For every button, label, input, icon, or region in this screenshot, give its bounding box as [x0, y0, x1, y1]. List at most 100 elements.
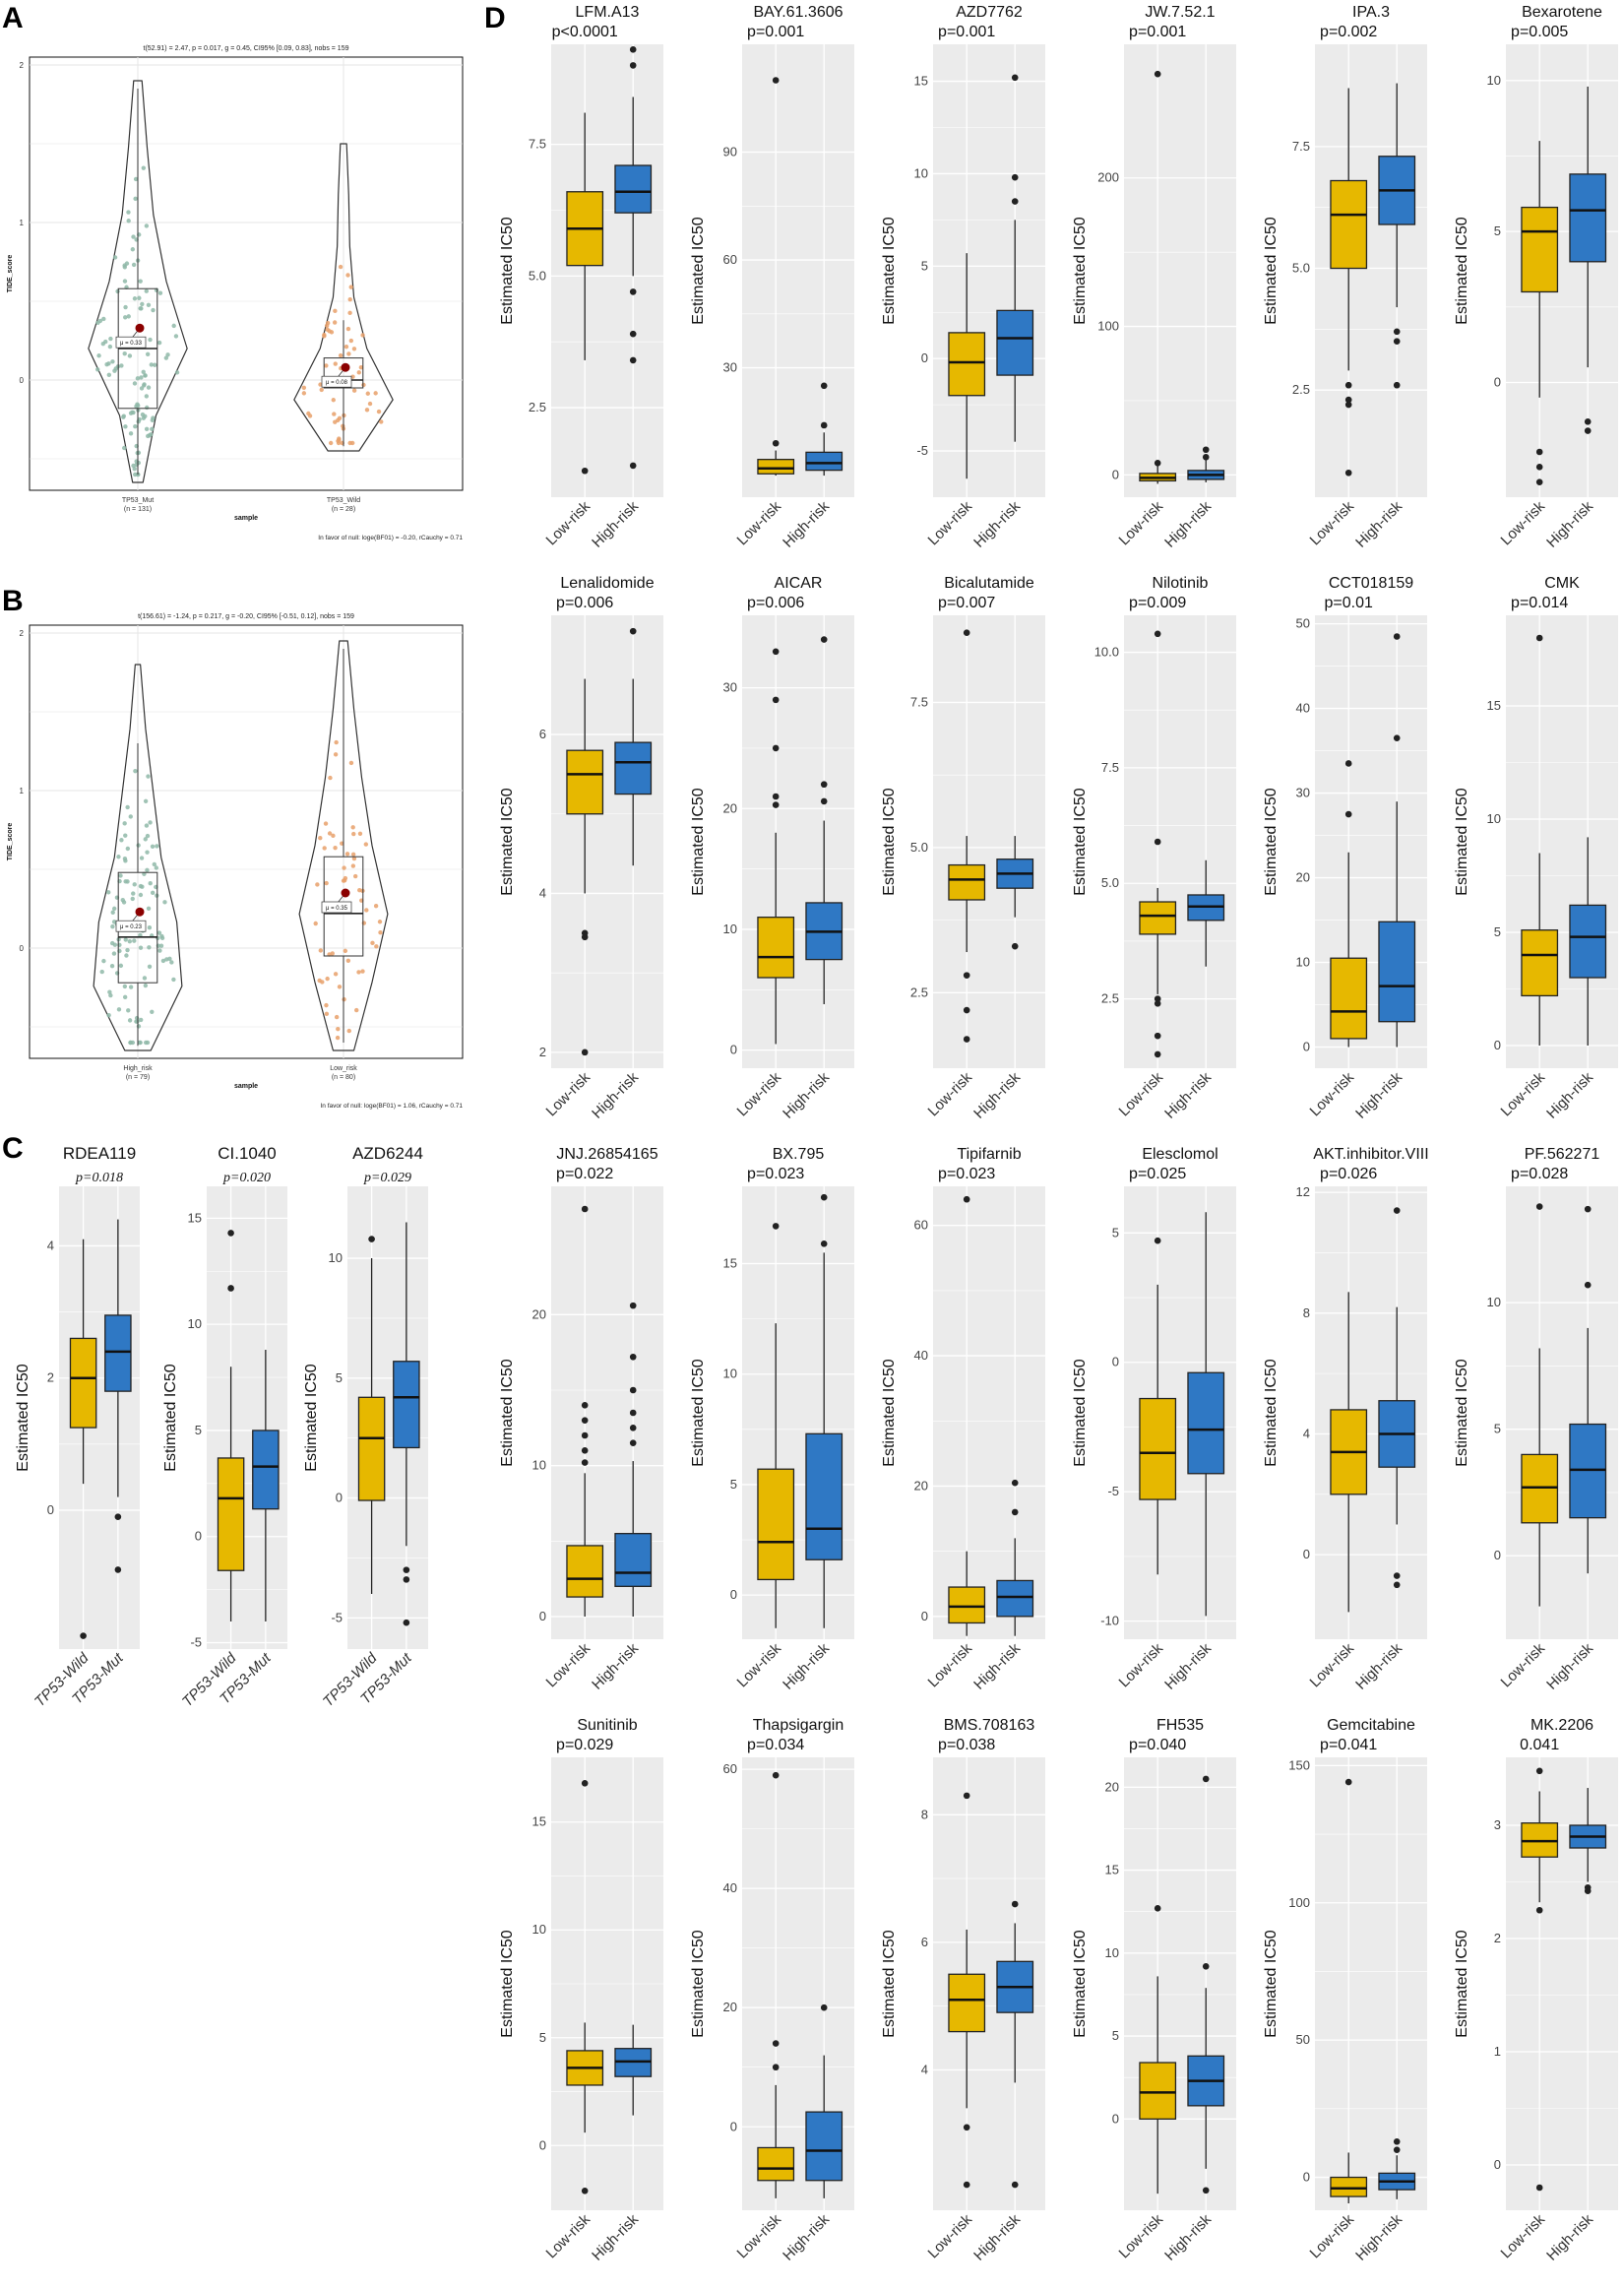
outlier-point: [963, 972, 970, 979]
y-tick-label: 10: [914, 165, 928, 180]
data-point: [133, 424, 138, 429]
x-tick-label: Low-risk: [1116, 2210, 1167, 2261]
box-iqr: [757, 2146, 795, 2182]
y-axis-title: Estimated IC50: [1072, 788, 1089, 895]
data-point: [333, 972, 339, 977]
box-low-risk: [1521, 1767, 1559, 2192]
outlier-point: [1584, 1887, 1592, 1894]
x-tick-label: Low-risk: [1498, 2210, 1549, 2261]
data-point: [374, 944, 379, 949]
data-point: [348, 338, 354, 344]
box-iqr: [1139, 2062, 1177, 2120]
y-tick-label: 30: [723, 680, 737, 695]
p-value-label: 0.041: [1520, 1737, 1559, 1753]
p-value-label: p=0.040: [1129, 1737, 1186, 1753]
data-point: [327, 831, 333, 836]
data-point: [313, 921, 318, 926]
p-value-label: p=0.006: [556, 595, 613, 611]
box-high-risk: [614, 2024, 653, 2116]
data-point: [128, 985, 134, 989]
x-tick-label: Low-risk: [1307, 2210, 1358, 2261]
x-tick-label: High-risk: [1543, 497, 1596, 550]
box-iqr: [566, 1545, 604, 1598]
data-point: [138, 306, 143, 311]
outlier-point: [1584, 427, 1592, 434]
data-point: [333, 361, 338, 366]
y-axis-title: Estimated IC50: [1454, 1359, 1470, 1466]
data-point: [334, 739, 339, 745]
box-low-risk: [948, 1792, 986, 2189]
y-tick-label: 5.0: [1101, 875, 1119, 890]
outlier-point: [772, 1223, 780, 1230]
outlier-point: [963, 1792, 970, 1800]
data-point: [104, 362, 109, 367]
data-point: [145, 405, 150, 411]
data-point: [110, 910, 115, 915]
x-tick-label: Low-risk: [1498, 1068, 1549, 1119]
box-iqr: [996, 1579, 1034, 1618]
data-point: [125, 879, 130, 884]
data-point: [154, 865, 159, 870]
y-tick-label: 3: [1494, 1817, 1501, 1832]
x-tick-label: Low-risk: [1307, 1639, 1358, 1690]
outlier-point: [1535, 634, 1543, 642]
data-point: [150, 426, 155, 432]
box-iqr: [69, 1337, 97, 1429]
p-value-label: p=0.001: [1129, 24, 1186, 40]
data-point: [334, 1014, 340, 1020]
data-point: [107, 989, 112, 994]
box-low-risk: [1521, 141, 1559, 485]
chart-title: JW.7.52.1: [1145, 4, 1215, 21]
y-tick-label: 0: [1303, 1040, 1310, 1054]
data-point: [322, 846, 327, 851]
data-point: [373, 391, 378, 396]
data-point: [100, 342, 105, 347]
data-point: [148, 881, 153, 886]
outlier-point: [403, 1576, 410, 1583]
x-tick-label: Low-risk: [543, 2210, 594, 2261]
data-point: [106, 890, 111, 895]
data-point: [348, 760, 354, 766]
data-point: [133, 768, 138, 774]
violin-outline: [93, 664, 183, 1051]
data-point: [146, 385, 152, 390]
y-tick-label: 7.5: [529, 137, 546, 152]
x-tick-label: Low-risk: [925, 497, 976, 548]
data-point: [120, 897, 125, 903]
data-point: [138, 892, 144, 898]
data-point: [325, 327, 330, 332]
x-tick-count: (n = 131): [124, 506, 152, 513]
data-point: [145, 867, 150, 873]
chart-title: Elesclomol: [1142, 1146, 1218, 1163]
box-high-risk: [1569, 1205, 1607, 1574]
data-point: [345, 273, 350, 278]
box-tp53-mut: [252, 1350, 280, 1621]
box-high-risk: [996, 1900, 1034, 2189]
x-tick-label: High-risk: [1161, 1639, 1215, 1692]
y-tick-label: 0: [1494, 2157, 1501, 2172]
outlier-point: [963, 629, 970, 636]
data-point: [125, 804, 130, 810]
y-tick-label: 0: [730, 1043, 737, 1057]
data-point: [146, 774, 151, 779]
x-tick-label: Low_risk: [330, 1065, 357, 1072]
box-tp53-mut: [393, 1222, 420, 1626]
x-tick-label: Low-risk: [1116, 1639, 1167, 1690]
y-axis-title: Estimated IC50: [690, 1359, 707, 1466]
data-point: [318, 836, 323, 841]
data-point: [132, 938, 137, 943]
data-point: [365, 391, 370, 396]
y-tick-label: 5: [921, 258, 928, 273]
data-point: [162, 900, 167, 905]
y-tick-label: 5.0: [1292, 261, 1310, 276]
boxplot-bms-708163: 4 6 8 Estimated IC50 BMS.708163 p=0.038 Low-ri…: [881, 1717, 1045, 2264]
data-point: [142, 382, 147, 387]
chart-title: Bicalutamide: [944, 575, 1034, 592]
y-tick-label: 10.0: [1094, 645, 1119, 660]
violin-tp53-mut: μ = 0.33 TP53_Mut (n = 131): [88, 80, 188, 513]
y-axis-title: Estimated IC50: [881, 217, 898, 324]
outlier-point: [1535, 1767, 1543, 1775]
p-value-label: p=0.022: [556, 1166, 613, 1182]
box-iqr: [252, 1430, 280, 1510]
outlier-point: [820, 2003, 828, 2011]
